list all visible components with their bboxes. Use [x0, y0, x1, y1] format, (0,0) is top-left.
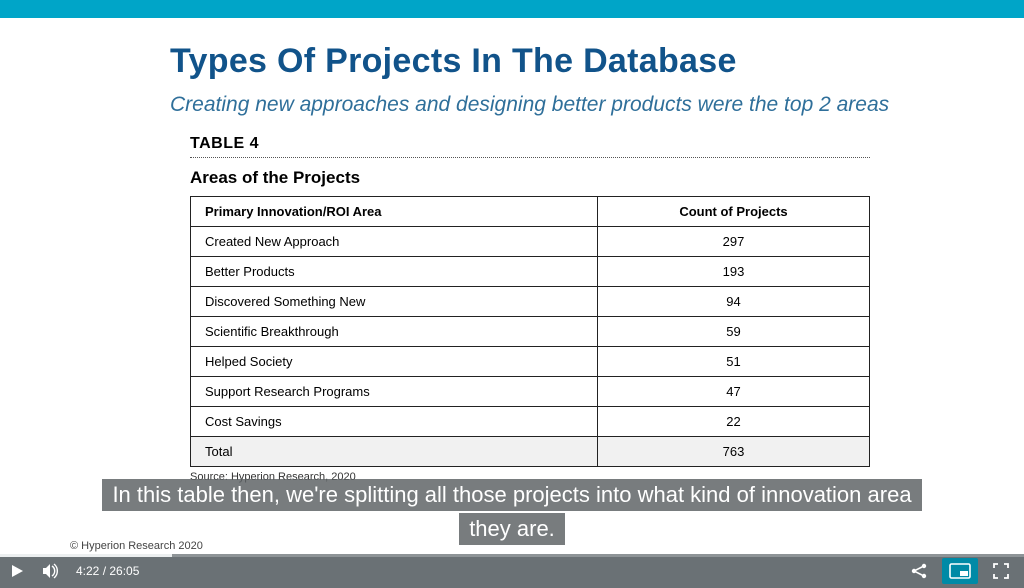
player-right-controls: [902, 554, 1024, 588]
time-duration: 26:05: [109, 564, 139, 578]
brand-top-band: [0, 0, 1024, 18]
cell-total-label: Total: [191, 437, 598, 467]
fullscreen-icon: [993, 563, 1009, 579]
table-block: TABLE 4 Areas of the Projects Primary In…: [190, 135, 1024, 467]
cell-area: Scientific Breakthrough: [191, 317, 598, 347]
cell-area: Support Research Programs: [191, 377, 598, 407]
table-caption: Areas of the Projects: [190, 168, 1024, 188]
table-row: Cost Savings 22: [191, 407, 870, 437]
progress-fill: [0, 554, 172, 557]
cell-count: 59: [598, 317, 870, 347]
table-row: Discovered Something New 94: [191, 287, 870, 317]
progress-track[interactable]: [0, 554, 1024, 557]
share-button[interactable]: [902, 554, 936, 588]
pip-button[interactable]: [942, 558, 978, 584]
table-number: TABLE 4: [190, 135, 1024, 153]
slide-area: Types Of Projects In The Database Creati…: [0, 18, 1024, 570]
slide-title: Types Of Projects In The Database: [170, 42, 1024, 81]
cell-count: 94: [598, 287, 870, 317]
play-button[interactable]: [0, 554, 34, 588]
cell-area: Better Products: [191, 257, 598, 287]
fullscreen-button[interactable]: [984, 554, 1018, 588]
slide-subtitle: Creating new approaches and designing be…: [170, 91, 930, 119]
table-rule: [190, 157, 870, 158]
video-player-bar: 4:22 / 26:05: [0, 554, 1024, 588]
col-header-area: Primary Innovation/ROI Area: [191, 197, 598, 227]
cell-count: 193: [598, 257, 870, 287]
copyright-text: © Hyperion Research 2020: [70, 540, 203, 552]
share-icon: [910, 563, 928, 579]
cell-count: 47: [598, 377, 870, 407]
col-header-count: Count of Projects: [598, 197, 870, 227]
table-row: Support Research Programs 47: [191, 377, 870, 407]
table-source: Source: Hyperion Research, 2020: [190, 471, 1024, 483]
table-row: Better Products 193: [191, 257, 870, 287]
cell-area: Created New Approach: [191, 227, 598, 257]
time-display: 4:22 / 26:05: [76, 564, 139, 578]
cell-area: Discovered Something New: [191, 287, 598, 317]
cell-count: 22: [598, 407, 870, 437]
cell-total-count: 763: [598, 437, 870, 467]
volume-button[interactable]: [34, 554, 68, 588]
table-total-row: Total 763: [191, 437, 870, 467]
volume-icon: [42, 563, 60, 579]
pip-icon: [949, 563, 971, 579]
cell-count: 297: [598, 227, 870, 257]
cell-count: 51: [598, 347, 870, 377]
time-separator: /: [99, 564, 109, 578]
table-row: Helped Society 51: [191, 347, 870, 377]
table-row: Created New Approach 297: [191, 227, 870, 257]
time-elapsed: 4:22: [76, 564, 99, 578]
areas-table: Primary Innovation/ROI Area Count of Pro…: [190, 196, 870, 467]
table-row: Scientific Breakthrough 59: [191, 317, 870, 347]
play-icon: [10, 564, 24, 578]
table-header-row: Primary Innovation/ROI Area Count of Pro…: [191, 197, 870, 227]
cell-area: Cost Savings: [191, 407, 598, 437]
cell-area: Helped Society: [191, 347, 598, 377]
